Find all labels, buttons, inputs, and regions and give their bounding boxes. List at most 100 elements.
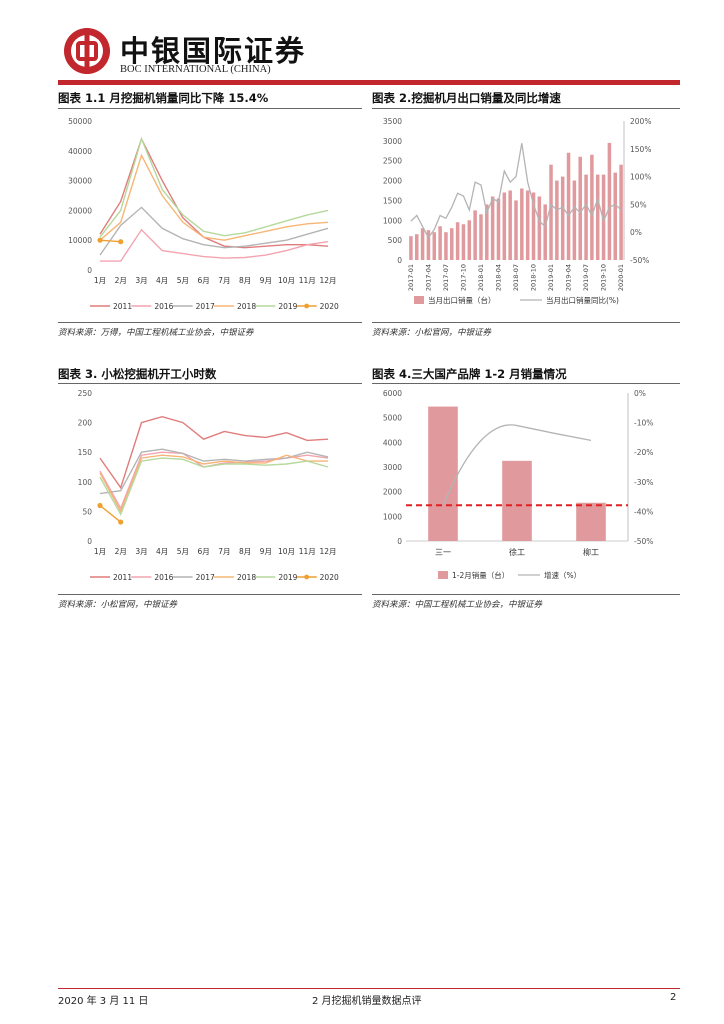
x-tick-label: 6月 <box>197 276 209 285</box>
x-tick-label: 2017-10 <box>459 264 467 291</box>
export-bar <box>450 228 454 260</box>
y-tick-label: 200 <box>78 419 93 428</box>
page-number: 2 <box>670 992 677 1003</box>
left-y-tick-label: 1500 <box>383 196 402 205</box>
export-bar <box>607 142 612 260</box>
x-tick-label: 6月 <box>197 547 209 556</box>
chart4: 0 1000 2000 3000 4000 5000 6000 0% -10% -20% -30% -… <box>383 389 653 580</box>
export-bar <box>578 156 582 260</box>
x-tick-label: 2018-07 <box>512 264 520 291</box>
export-bar <box>590 154 594 260</box>
x-tick-label: 2月 <box>115 276 127 285</box>
legend-label: 2016 <box>154 573 173 582</box>
chart2-bottom-rule <box>372 322 680 323</box>
right-y-tick-label: -50% <box>634 537 653 546</box>
boc-logo <box>62 26 112 80</box>
right-y-tick-label: -10% <box>634 419 653 428</box>
boc-logo-icon <box>64 28 110 74</box>
export-bar <box>496 198 501 260</box>
brand-bar <box>428 406 458 541</box>
chart4-top-rule <box>372 383 680 384</box>
legend-label: 2019 <box>278 573 297 582</box>
legend-label: 增速（%） <box>544 570 581 580</box>
export-bar <box>572 180 577 260</box>
left-y-tick-label: 1000 <box>383 216 402 225</box>
export-bar <box>537 196 542 260</box>
legend-label: 1-2月销量（台） <box>452 570 509 580</box>
left-y-tick-label: 6000 <box>383 389 402 398</box>
export-bar <box>490 196 495 260</box>
x-tick-label: 3月 <box>135 276 147 285</box>
legend-label: 2017 <box>196 302 215 311</box>
export-bar <box>420 228 425 260</box>
chart2: 0 500 1000 1500 2000 2500 3000 3500 -50% 0% 50% 100… <box>383 117 652 305</box>
x-tick-label: 7月 <box>218 276 230 285</box>
x-tick-label: 9月 <box>260 276 272 285</box>
export-bar <box>531 192 536 260</box>
chart4-title: 图表 4.三大国产品牌 1-2 月销量情况 <box>372 367 567 381</box>
legend-label: 2016 <box>154 302 173 311</box>
chart3-bottom-rule <box>58 594 362 595</box>
right-y-tick-label: -20% <box>634 448 653 457</box>
left-y-tick-label: 2000 <box>383 488 402 497</box>
footer-date: 2020 年 3 月 11 日 <box>58 996 149 1007</box>
x-tick-label: 2017-04 <box>424 264 432 291</box>
x-tick-label: 2020-01 <box>617 264 625 291</box>
legend-marker-2020 <box>304 303 310 309</box>
right-y-tick-label: 100% <box>630 173 651 182</box>
legend-label: 2020 <box>320 302 339 311</box>
right-y-tick-label: 150% <box>630 145 651 154</box>
x-tick-label: 11月 <box>299 547 316 556</box>
left-y-tick-label: 3500 <box>383 117 402 126</box>
y-tick-label: 150 <box>78 448 93 457</box>
left-y-tick-label: 1000 <box>383 512 402 521</box>
series-line-2016 <box>100 228 329 262</box>
y-tick-label: 100 <box>78 478 93 487</box>
chart2-top-rule <box>372 108 680 109</box>
left-y-tick-label: 2500 <box>383 157 402 166</box>
export-bar <box>613 172 617 260</box>
legend-swatch-bar <box>414 296 424 304</box>
right-y-tick-label: 50% <box>630 200 647 209</box>
series-line-2019 <box>99 457 329 517</box>
x-tick-label: 10月 <box>278 276 295 285</box>
brand-name-cn: 中银国际证券 <box>120 34 307 68</box>
x-tick-label: 2017-01 <box>407 264 415 291</box>
export-bar <box>584 174 588 260</box>
legend-label: 2018 <box>237 573 256 582</box>
chart1-bottom-rule <box>58 322 362 323</box>
x-tick-label: 2月 <box>115 547 127 556</box>
export-bar <box>525 190 530 260</box>
export-bar <box>502 192 507 260</box>
brand-name-en: BOC INTERNATIONAL (CHINA) <box>120 64 271 75</box>
export-bar <box>467 220 472 260</box>
chart1-top-rule <box>58 108 362 109</box>
data-point-2020 <box>97 502 103 509</box>
series-line-2020 <box>99 504 122 523</box>
chart4-bottom-rule <box>372 594 680 595</box>
left-y-tick-label: 0 <box>397 537 402 546</box>
legend-label: 当月出口销量（台） <box>428 295 496 305</box>
left-y-tick-label: 5000 <box>383 414 402 423</box>
export-bar <box>438 226 442 260</box>
chart3-source: 资料来源：小松官网，中银证券 <box>58 600 178 610</box>
legend-swatch-bar <box>438 571 448 579</box>
x-tick-label: 12月 <box>319 276 336 285</box>
yoy-line <box>410 143 622 240</box>
series-line-2017 <box>99 448 329 495</box>
legend-label: 当月出口销量同比(%) <box>546 295 619 305</box>
export-bar <box>560 176 565 260</box>
export-bar <box>473 210 477 260</box>
legend-label: 2011 <box>113 302 132 311</box>
footer-doc-title: 2 月挖掘机销量数据点评 <box>312 996 422 1007</box>
legend-label: 2019 <box>278 302 297 311</box>
right-y-tick-label: -30% <box>634 478 653 487</box>
x-tick-label: 1月 <box>94 547 106 556</box>
header-divider <box>58 80 680 85</box>
export-bar <box>543 204 547 260</box>
series-line-2018 <box>99 454 328 514</box>
export-bar <box>508 190 512 260</box>
data-point-2020 <box>118 239 124 245</box>
export-bar <box>461 224 466 260</box>
y-tick-label: 0 <box>87 266 92 275</box>
